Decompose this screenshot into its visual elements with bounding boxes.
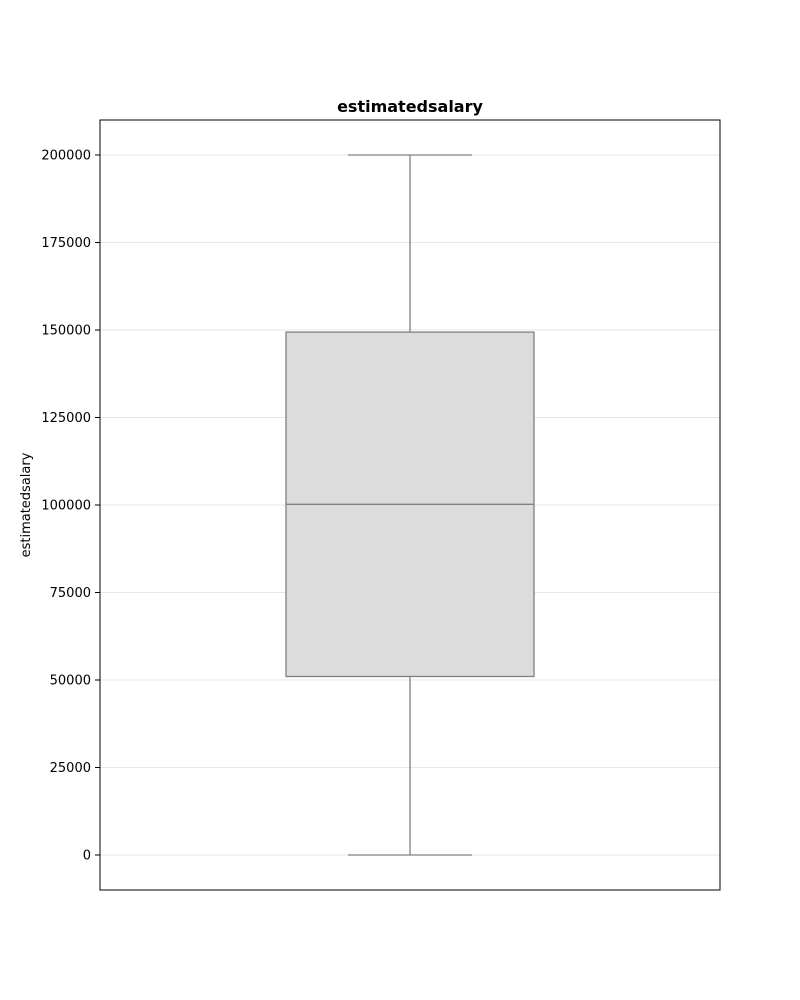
y-tick-label: 50000 <box>50 674 91 689</box>
y-tick-label: 75000 <box>50 586 91 601</box>
tick-layer: 0 25000 50000 75000 100000 125000 150000 175000… <box>41 149 100 864</box>
y-tick-label: 175000 <box>41 236 91 251</box>
chart-title: estimatedsalary <box>337 97 483 116</box>
y-tick-label: 125000 <box>41 411 91 426</box>
box-layer <box>285 154 535 856</box>
y-tick-label: 150000 <box>41 324 91 339</box>
y-tick-label: 25000 <box>50 761 91 776</box>
y-tick-label: 100000 <box>41 499 91 514</box>
y-tick-label: 200000 <box>41 149 91 164</box>
y-tick-label: 0 <box>83 849 91 864</box>
y-axis-label: estimatedsalary <box>19 452 34 557</box>
